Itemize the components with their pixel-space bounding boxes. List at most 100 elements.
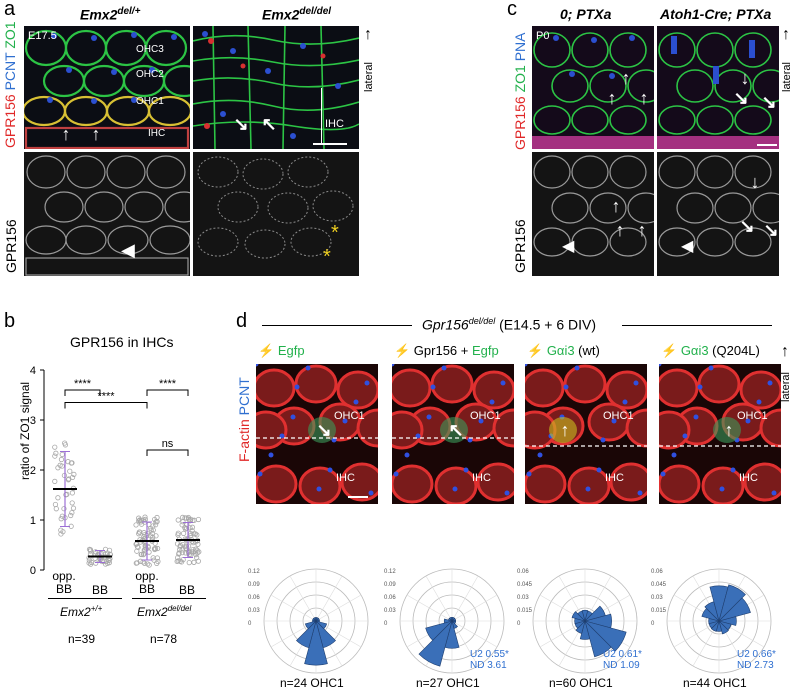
cell [430, 364, 474, 404]
polar-tick-label: 0 [384, 621, 388, 627]
cell [567, 466, 611, 504]
data-point [59, 451, 65, 458]
data-point [145, 543, 151, 550]
data-point [52, 478, 58, 484]
pcnt-dot [478, 418, 484, 424]
pcnt-dot [596, 467, 602, 473]
pcnt-dot [708, 365, 714, 371]
cell [701, 466, 745, 504]
panel-c-image-mutant-gray: ↓ ↘ ↘ ◀ [657, 152, 779, 276]
panel-c-col1-title: 0; PTXa [560, 6, 612, 22]
polar-tick-label: 0.03 [517, 595, 529, 601]
sig-bracket-2-label: **** [97, 391, 115, 403]
data-point [152, 546, 158, 553]
cell [525, 368, 565, 408]
u2-stat: U2 0.55* ND 3.61 [470, 649, 509, 671]
data-point [92, 549, 99, 555]
panel-d-image: ↑ OHC1 IHC [525, 364, 647, 504]
cell [659, 464, 701, 504]
panel-a-col1-title: Emx2del/+ [80, 6, 141, 23]
polar-spoke [315, 594, 362, 622]
cat-label-4: BB [178, 583, 195, 597]
pcnt-dot [563, 384, 569, 390]
pcnt-dot [637, 490, 643, 496]
data-point [196, 549, 202, 555]
data-point [180, 541, 186, 548]
data-point [183, 515, 189, 521]
data-point [175, 517, 181, 523]
pcnt-dot [574, 365, 580, 371]
polar-spoke [451, 575, 479, 622]
data-point [180, 530, 187, 537]
lateral-arrow-icon: ↑ [782, 26, 790, 43]
data-point [179, 550, 185, 556]
rose-wedge [583, 605, 606, 622]
panel-d-side: F-actin PCNT [236, 377, 252, 462]
data-point [193, 546, 199, 552]
pcnt-dot [415, 433, 421, 439]
arrow-icon: ↑ [724, 420, 734, 440]
pcnt-dot [463, 467, 469, 473]
row-ihc: IHC [148, 128, 166, 139]
polar-tick-label: 0.045 [517, 582, 533, 588]
polar-tick-label: 0 [248, 621, 252, 627]
cell-pattern [657, 32, 779, 149]
polar-tick-label: 0.06 [248, 595, 260, 601]
data-point [62, 440, 68, 446]
data-point [52, 501, 59, 508]
cell [659, 410, 691, 450]
rose-wedge [717, 597, 751, 622]
polar-plot: 0.06 0.045 0.03 0.015 0 [517, 568, 638, 674]
data-point [55, 495, 61, 501]
pcnt-dot [525, 364, 528, 367]
rose-wedge [304, 619, 328, 666]
n-label-2: n=78 [150, 632, 178, 646]
polar-tick-label: 0 [517, 621, 521, 627]
polar-tick-label: 0.03 [248, 608, 260, 614]
arrow-icon: ↑ [91, 124, 101, 144]
data-point [69, 490, 75, 496]
data-point [69, 460, 75, 466]
pcnt-dot [633, 380, 639, 386]
polar-tick-label: 0.09 [248, 582, 260, 588]
panel-b-letter: b [4, 310, 16, 332]
pcnt-dot [364, 380, 370, 386]
cell-pattern [533, 155, 654, 257]
rose-wedge [571, 611, 587, 622]
rose-wedge [584, 619, 612, 658]
data-point [178, 559, 185, 565]
rose-wedge [443, 618, 454, 624]
header-line-right [622, 325, 772, 326]
data-point [52, 444, 58, 450]
arrow-icon: ↑ [560, 420, 570, 440]
arrow-icon: ↘ [316, 420, 332, 440]
data-point [153, 522, 159, 528]
pcnt-dot [441, 365, 447, 371]
pcnt-dot [489, 399, 495, 405]
cell-pattern [25, 155, 190, 276]
pcnt-dot [660, 471, 666, 477]
pcnt-dot [682, 433, 688, 439]
data-point [186, 543, 192, 549]
panel-d-header: Gpr156del/del (E14.5 + 6 DIV) [422, 316, 597, 333]
pcnt-dot [256, 364, 259, 367]
panel-a-letter: a [4, 0, 16, 20]
polar-plot: 0.06 0.045 0.03 0.015 0 [651, 568, 772, 674]
cell [340, 462, 378, 502]
polar-tick-label: 0.045 [651, 582, 667, 588]
pcnt-dot [467, 437, 473, 443]
data-point [133, 541, 139, 547]
arrow-icon: ↓ [740, 68, 750, 88]
pcnt-dot [331, 437, 337, 443]
polar-tick-label: 0.09 [384, 582, 396, 588]
pcnt-dot [500, 380, 506, 386]
pcnt-dot [756, 399, 762, 405]
panel-a-side-gray: GPR156 [3, 219, 19, 273]
rose-wedge [710, 619, 720, 632]
row-ohc3: OHC3 [136, 44, 164, 55]
data-point [53, 450, 59, 456]
cell [256, 368, 296, 408]
panel-c-image-mutant-fluor: ↓ ↘ ↘ [657, 26, 779, 149]
polar-plot: 0.12 0.09 0.06 0.03 0 [248, 568, 369, 674]
data-point [141, 533, 147, 540]
